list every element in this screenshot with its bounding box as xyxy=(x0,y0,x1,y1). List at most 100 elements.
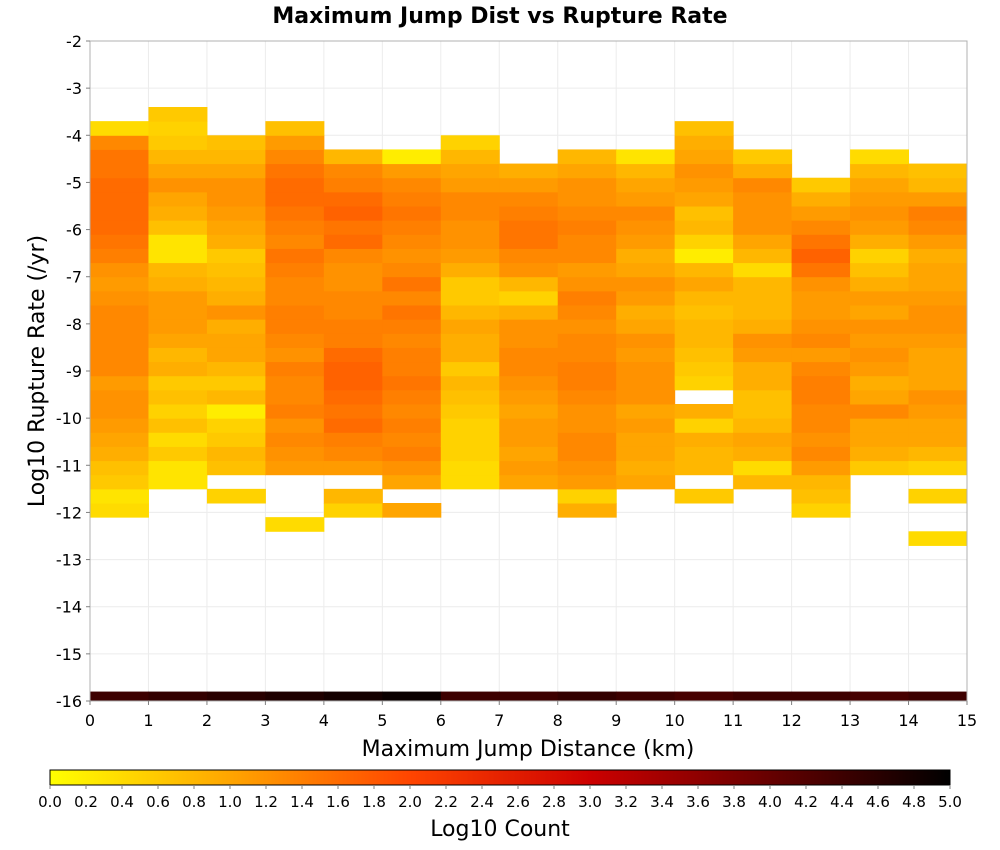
heatmap-cell xyxy=(440,305,500,320)
heatmap-cell xyxy=(148,389,208,405)
heatmap-cell xyxy=(791,432,851,447)
heatmap-cell xyxy=(206,446,266,462)
heatmap-cell xyxy=(616,446,676,462)
heatmap-cell xyxy=(148,290,208,306)
heatmap-cell xyxy=(499,691,559,701)
colorbar-tick-label: 0.2 xyxy=(74,793,98,811)
heatmap-cell xyxy=(791,488,851,504)
colorbar-tick-label: 3.0 xyxy=(578,793,602,811)
heatmap-cell xyxy=(382,446,442,462)
heatmap-cell xyxy=(908,333,968,348)
heatmap-cell xyxy=(850,319,910,334)
y-tick-label: -10 xyxy=(56,409,82,428)
heatmap-cell xyxy=(908,404,968,419)
colorbar-tick-label: 1.4 xyxy=(290,793,314,811)
heatmap-cell xyxy=(206,418,266,433)
heatmap-cell xyxy=(265,234,325,249)
heatmap-cell xyxy=(616,305,676,320)
heatmap-cell xyxy=(265,305,325,320)
heatmap-cell xyxy=(499,418,559,433)
heatmap-cell xyxy=(908,375,968,391)
heatmap-cell xyxy=(382,191,442,207)
heatmap-cell xyxy=(206,290,266,306)
heatmap-cell xyxy=(733,163,793,179)
heatmap-cell xyxy=(90,220,149,235)
heatmap-cell xyxy=(616,177,676,193)
heatmap-cell xyxy=(733,248,793,264)
heatmap-cell xyxy=(850,361,910,377)
heatmap-cell xyxy=(206,135,266,150)
heatmap-cell xyxy=(733,206,793,221)
colorbar-ticks: 0.0 0.2 0.4 0.6 0.8 1.0 1.2 1.4 1.6 1.8 2.0 2.2 2.4 2… xyxy=(38,785,962,811)
heatmap-cell xyxy=(90,418,149,433)
heatmap-cell xyxy=(148,474,208,490)
heatmap-cell xyxy=(616,361,676,377)
heatmap-cell xyxy=(265,276,325,292)
heatmap-cell xyxy=(733,149,793,165)
heatmap-cell xyxy=(616,347,676,363)
heatmap-cell xyxy=(791,404,851,419)
heatmap-cell xyxy=(908,446,968,462)
y-axis-ticks: -2 -3 -4 -5 -6 -7 -8 -9 -10 -11 -12 -13 -14 -15 -16 xyxy=(56,32,90,711)
y-tick-label: -9 xyxy=(66,362,82,381)
heatmap-cell xyxy=(382,460,442,476)
heatmap-cell xyxy=(733,347,793,363)
heatmap-cell xyxy=(148,121,208,136)
heatmap-cell xyxy=(148,460,208,476)
x-axis-ticks: 0 1 2 3 4 5 6 7 8 9 10 11 12 13 14 15 xyxy=(85,701,977,730)
heatmap-cell xyxy=(148,163,208,179)
heatmap-cells xyxy=(90,107,968,701)
heatmap-cell xyxy=(557,220,617,235)
heatmap-cell xyxy=(90,404,149,419)
heatmap-cell xyxy=(90,290,149,306)
heatmap-cell xyxy=(323,220,383,235)
heatmap-cell xyxy=(499,361,559,377)
colorbar-tick-label: 4.2 xyxy=(794,793,818,811)
x-tick-label: 4 xyxy=(319,711,329,730)
heatmap-cell xyxy=(616,418,676,433)
heatmap-cell xyxy=(557,503,617,518)
heatmap-cell xyxy=(382,262,442,278)
heatmap-cell xyxy=(206,691,266,701)
heatmap-cell xyxy=(323,375,383,391)
heatmap-cell xyxy=(616,163,676,179)
heatmap-cell xyxy=(557,488,617,504)
heatmap-cell xyxy=(850,262,910,278)
heatmap-cell xyxy=(557,432,617,447)
heatmap-cell xyxy=(265,361,325,377)
y-tick-label: -8 xyxy=(66,315,82,334)
heatmap-cell xyxy=(382,361,442,377)
heatmap-cell xyxy=(90,347,149,363)
heatmap-cell xyxy=(90,135,149,150)
heatmap-cell xyxy=(791,503,851,518)
heatmap-cell xyxy=(674,488,734,504)
heatmap-cell xyxy=(557,418,617,433)
heatmap-cell xyxy=(265,121,325,136)
heatmap-cell xyxy=(440,404,500,419)
heatmap-cell xyxy=(382,206,442,221)
heatmap-cell xyxy=(90,389,149,405)
colorbar-tick-label: 0.0 xyxy=(38,793,62,811)
heatmap-cell xyxy=(265,319,325,334)
heatmap-cell xyxy=(323,262,383,278)
heatmap-cell xyxy=(791,206,851,221)
heatmap-cell xyxy=(148,276,208,292)
heatmap-cell xyxy=(440,432,500,447)
heatmap-cell xyxy=(206,305,266,320)
heatmap-cell xyxy=(674,135,734,150)
heatmap-cell xyxy=(382,234,442,249)
x-tick-label: 12 xyxy=(781,711,801,730)
heatmap-cell xyxy=(90,206,149,221)
heatmap-cell xyxy=(557,333,617,348)
x-tick-label: 2 xyxy=(202,711,212,730)
heatmap-cell xyxy=(440,460,500,476)
heatmap-cell xyxy=(850,333,910,348)
heatmap-cell xyxy=(616,375,676,391)
heatmap-cell xyxy=(616,460,676,476)
x-tick-label: 13 xyxy=(840,711,860,730)
heatmap-cell xyxy=(850,149,910,165)
y-tick-label: -11 xyxy=(56,456,82,475)
heatmap-cell xyxy=(674,262,734,278)
colorbar-tick-label: 4.6 xyxy=(866,793,890,811)
heatmap-cell xyxy=(265,149,325,165)
